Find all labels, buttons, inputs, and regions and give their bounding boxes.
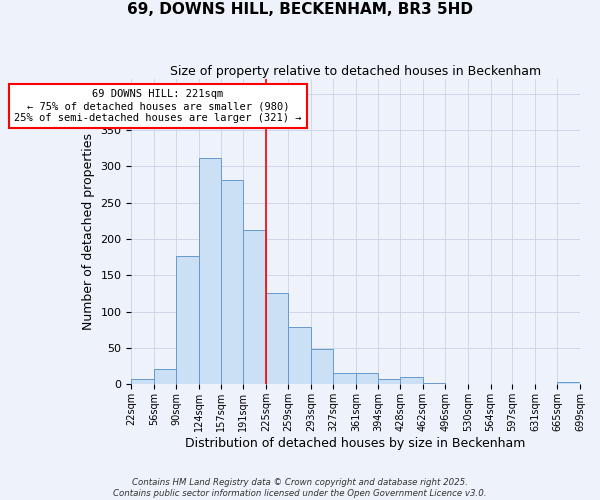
Bar [131,379,154,384]
Bar [334,372,356,384]
Bar [557,382,580,384]
Bar [423,383,445,384]
Bar [289,327,311,384]
Bar [176,256,199,384]
Bar [266,293,289,384]
Bar [311,350,334,384]
Bar [154,369,176,384]
Bar [378,379,400,384]
Bar [356,374,378,384]
Title: Size of property relative to detached houses in Beckenham: Size of property relative to detached ho… [170,65,541,78]
Y-axis label: Number of detached properties: Number of detached properties [82,133,95,330]
Bar [400,377,423,384]
Text: 69, DOWNS HILL, BECKENHAM, BR3 5HD: 69, DOWNS HILL, BECKENHAM, BR3 5HD [127,2,473,18]
Text: Contains HM Land Registry data © Crown copyright and database right 2025.
Contai: Contains HM Land Registry data © Crown c… [113,478,487,498]
Text: 69 DOWNS HILL: 221sqm
← 75% of detached houses are smaller (980)
25% of semi-det: 69 DOWNS HILL: 221sqm ← 75% of detached … [14,90,302,122]
Bar [221,180,243,384]
X-axis label: Distribution of detached houses by size in Beckenham: Distribution of detached houses by size … [185,437,526,450]
Bar [199,158,221,384]
Bar [243,230,266,384]
